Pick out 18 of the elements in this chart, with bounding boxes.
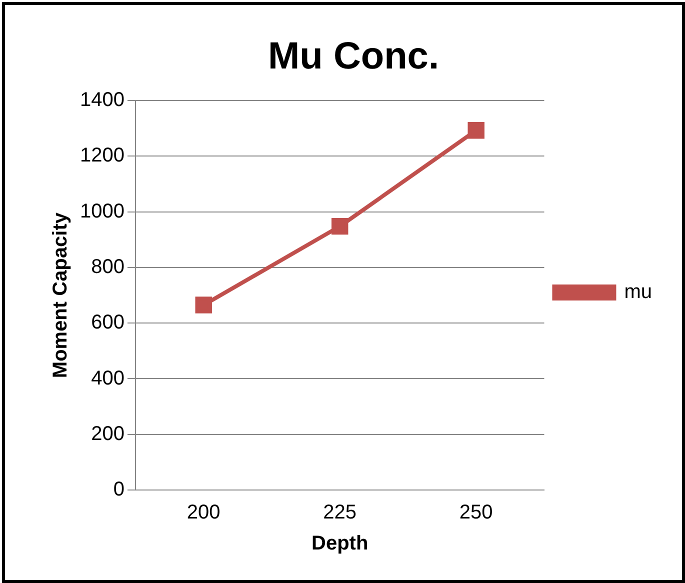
x-tick-label: 200 [186,502,220,524]
y-tick-label: 1000 [80,200,124,222]
y-tick-label: 0 [113,478,124,501]
y-tick-label: 600 [91,312,124,334]
x-tick-label: 250 [459,502,493,524]
y-tick-label: 800 [91,256,124,278]
point [468,122,484,139]
x-axis-title: Depth [312,532,368,555]
y-axis-title: Moment Capacity [50,212,72,378]
y-tick-label: 1200 [80,144,124,167]
y-tick-label: 400 [91,367,124,390]
point [331,218,348,235]
x-tick-label: 225 [323,502,357,524]
legend-label: mu [624,281,652,304]
chart-title: Mu Conc. [268,35,439,78]
point [195,296,212,314]
y-tick-label: 200 [91,422,124,445]
y-tick-label: 1400 [80,89,124,112]
